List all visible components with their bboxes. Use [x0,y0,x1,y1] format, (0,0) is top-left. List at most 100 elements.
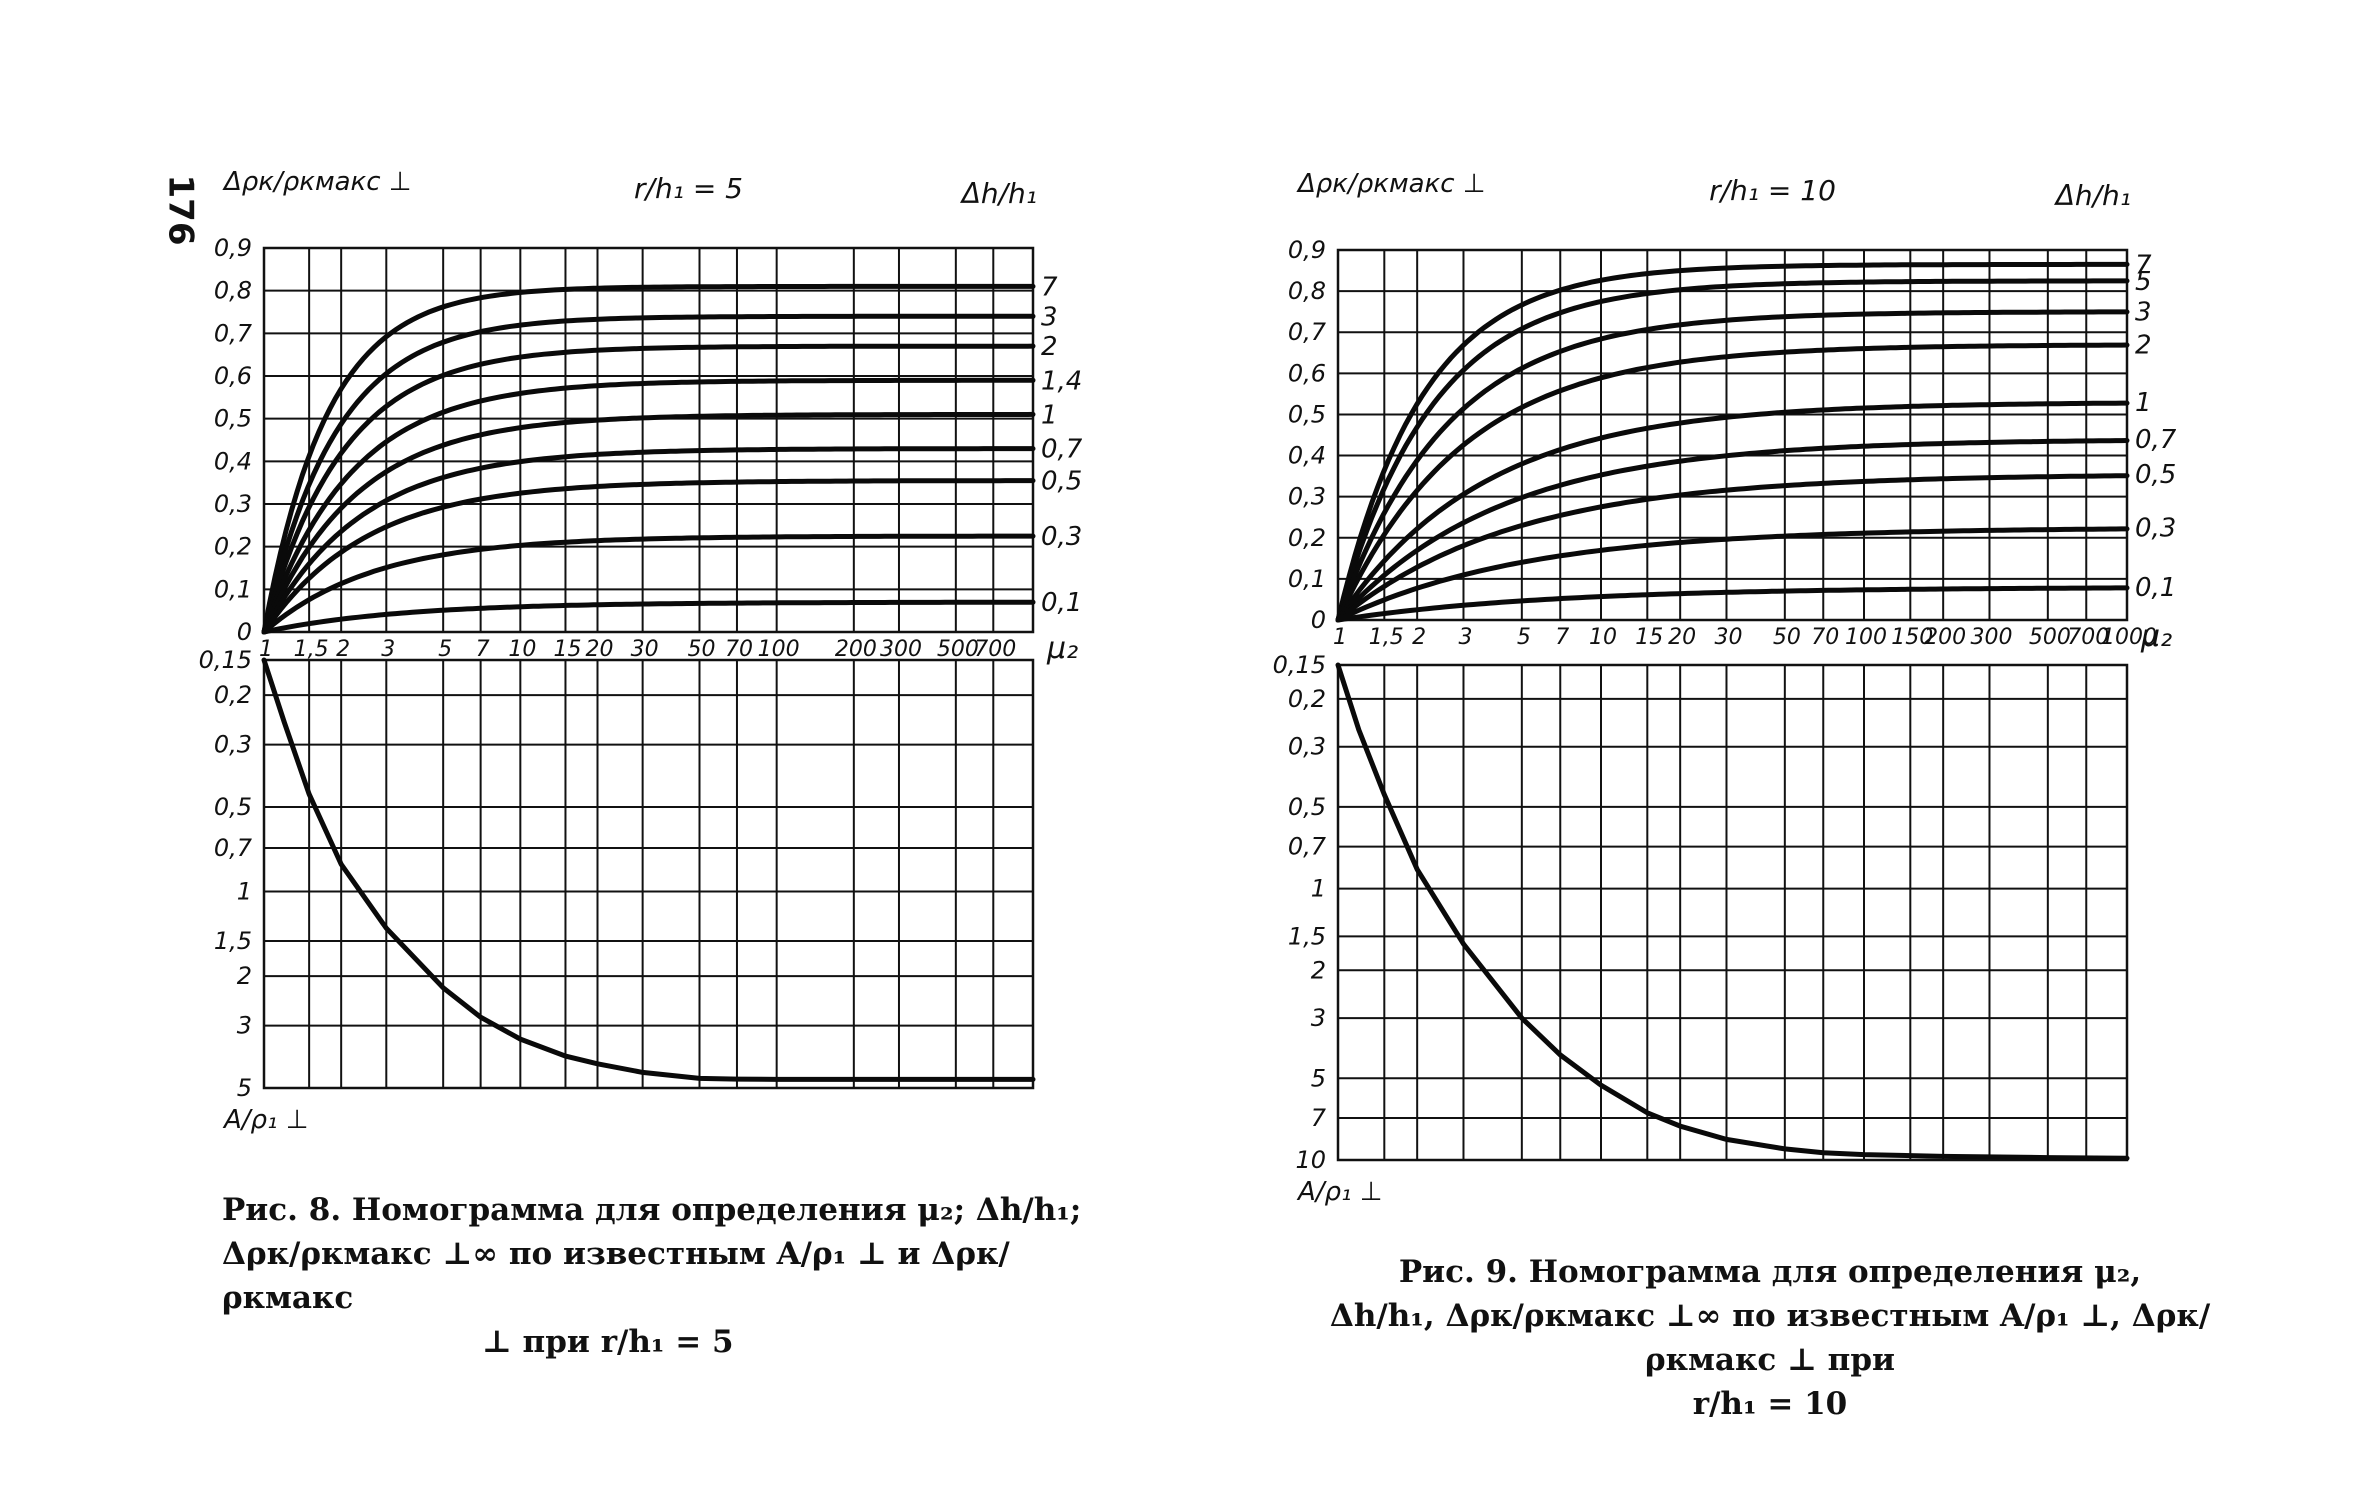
fig8-top-series-5 [261,446,1036,635]
fig8-top-x-tick-label-14: 300 [880,637,922,662]
fig9-top-frame [1336,248,2129,622]
fig9-top-x-tick-label-15: 300 [1970,625,2012,650]
fig9-top-series-label-7: 0,3 [2135,514,2176,544]
fig9-top-series-label-3: 2 [2135,331,2152,361]
fig8-top-series-label-7: 0,3 [1041,522,1082,552]
fig8-top-x-tick-label-8: 20 [585,637,613,662]
fig8-top-series-1 [261,313,1036,635]
fig9-bottom-y-tick-label-2: 0,3 [1288,733,1326,761]
fig9-top-y-tick-label-2: 0,2 [1288,524,1326,552]
fig9-bottom-y-tick-label-0: 0,15 [1273,651,1326,679]
fig8-top-x-tick-label-2: 2 [336,637,350,662]
fig9-top-x-tick-label-6: 10 [1589,625,1617,650]
fig8-top-x-tick-label-11: 70 [725,637,753,662]
fig8-top-series-label-6: 0,5 [1041,467,1082,497]
fig8-top-series-label-1: 3 [1041,302,1058,332]
figure-9-caption-line-2: Δh/h₁, Δρк/ρкмакс ⊥∞ по известным A/ρ₁ ⊥… [1329,1298,2211,1378]
fig8-top-series-label-5: 0,7 [1041,435,1083,465]
fig9-bottom-y-tick-label-11: 10 [1295,1146,1326,1174]
fig8-top-y-tick-label-3: 0,3 [214,490,252,518]
fig9-top-series-label-6: 0,5 [2135,460,2176,490]
fig8-top-x-tick-label-16: 700 [974,637,1016,662]
fig8-top-title: r/h₁ = 5 [634,172,743,205]
fig9-top-y-tick-label-6: 0,6 [1288,359,1326,387]
fig9-top-right-label: Δh/h₁ [2054,179,2131,212]
fig8-bottom-y-tick-label-0: 0,15 [199,646,252,674]
fig9-top-series-6 [1335,473,2130,623]
fig9-top-series-label-5: 0,7 [2135,425,2177,455]
fig8-bottom-y-tick-label-6: 1,5 [214,927,252,955]
fig8-top-x-tick-label-5: 7 [476,637,490,662]
fig8-top-x-tick-label-4: 5 [438,637,452,662]
fig9-top-title: r/h₁ = 10 [1709,174,1836,207]
fig8-top-series-label-2: 2 [1041,332,1058,362]
fig8-bottom-y-tick-label-5: 1 [237,878,252,906]
fig9-top-series-label-2: 3 [2135,298,2152,328]
fig9-bottom-y-tick-label-3: 0,5 [1288,793,1326,821]
fig9-top-x-tick-label-17: 700 [2067,625,2109,650]
fig8-top-right-label: Δh/h₁ [960,177,1037,210]
fig9-top-series-7 [1335,526,2130,623]
fig8-top-x-tick-label-15: 500 [937,637,979,662]
figure-8-caption-line-1: Рис. 8. Номограмма для определения μ₂; Δ… [222,1192,1082,1228]
fig8-bottom-y-tick-label-7: 2 [237,962,252,990]
fig8-bottom-y-tick-label-8: 3 [237,1012,252,1040]
fig8-top-series-4 [261,411,1036,635]
fig8-top-series-label-4: 1 [1041,400,1058,430]
fig9-top-x-tick-label-11: 70 [1811,625,1839,650]
fig9-top-y-tick-label-8: 0,8 [1288,277,1326,305]
fig9-bottom-y-tick-label-1: 0,2 [1288,685,1326,713]
fig8-top-series-label-8: 0,1 [1041,588,1082,618]
fig8-top-x-tick-label-9: 30 [631,637,659,662]
fig9-bottom-y-tick-label-5: 1 [1311,875,1326,903]
fig8-bottom-curve [261,657,1036,1082]
fig9-top-x-tick-label-5: 7 [1555,625,1569,650]
fig9-top-y-tick-label-7: 0,7 [1288,318,1327,346]
fig8-top-series-0 [261,283,1036,635]
fig9-top-series-label-8: 0,1 [2135,573,2176,603]
fig9-bottom-y-tick-label-4: 0,7 [1288,833,1327,861]
fig9-top-x-axis-label: μ₂ [2140,619,2172,654]
fig8-top-x-tick-label-12: 100 [758,637,800,662]
fig8-top-series-6 [261,478,1036,635]
fig9-top-series-label-1: 5 [2135,267,2152,297]
fig9-top-y-tick-label-3: 0,3 [1288,483,1326,511]
fig9-top-x-tick-label-18: 1000 [2101,625,2157,650]
fig8-bottom-y-tick-label-1: 0,2 [214,681,252,709]
fig9-top-x-tick-label-1: 1,5 [1369,625,1404,650]
fig8-top-series-7 [261,533,1036,635]
fig9-top-y-tick-label-1: 0,1 [1288,565,1326,593]
fig8-top-x-tick-label-0: 1 [259,637,273,662]
fig9-top-y-tick-label-9: 0,9 [1288,236,1326,264]
fig9-bottom-y-tick-label-9: 5 [1311,1064,1326,1092]
fig8-bottom-y-tick-label-4: 0,7 [214,834,253,862]
fig9-top-series-5 [1335,438,2130,623]
fig9-bottom-y-axis-label: A/ρ₁ ⊥ [1296,1177,1382,1207]
fig9-top-x-tick-label-16: 500 [2029,625,2071,650]
fig9-bottom-curve [1335,662,2130,1161]
fig8-top-series-3 [261,377,1036,635]
fig8-bottom-y-tick-label-3: 0,5 [214,793,252,821]
fig8-top-y-tick-label-6: 0,6 [214,362,252,390]
fig8-top-x-tick-label-10: 50 [688,637,716,662]
fig8-top-x-axis-label: μ₂ [1046,631,1078,666]
fig9-top-series-2 [1335,309,2130,623]
fig9-top-series-4 [1335,400,2130,623]
fig9-bottom-y-tick-label-8: 3 [1311,1004,1326,1032]
fig9-top-x-tick-label-7: 15 [1635,625,1663,650]
fig9-bottom-frame [1336,663,2129,1162]
fig9-top-series-1 [1335,278,2130,623]
fig8-top-y-tick-label-1: 0,1 [214,575,252,603]
fig9-top-y-tick-label-5: 0,5 [1288,400,1326,428]
fig8-bottom-y-tick-label-9: 5 [237,1074,252,1102]
fig9-top-y-axis-label: Δρк/ρкмакс ⊥ [1296,169,1485,199]
fig9-top-x-tick-label-4: 5 [1517,625,1531,650]
fig8-top-series-label-3: 1,4 [1041,366,1082,396]
fig8-bottom-y-axis-label: A/ρ₁ ⊥ [222,1105,308,1135]
fig9-top-x-tick-label-9: 30 [1714,625,1742,650]
fig8-top-y-axis-label: Δρк/ρкмакс ⊥ [222,167,411,197]
fig9-top-series-3 [1335,342,2130,623]
figure-8-caption-line-3: ⊥ при r/h₁ = 5 [482,1324,734,1360]
fig9-top-x-tick-label-12: 100 [1845,625,1887,650]
fig9-top-series-label-0: 7 [2135,250,2152,280]
